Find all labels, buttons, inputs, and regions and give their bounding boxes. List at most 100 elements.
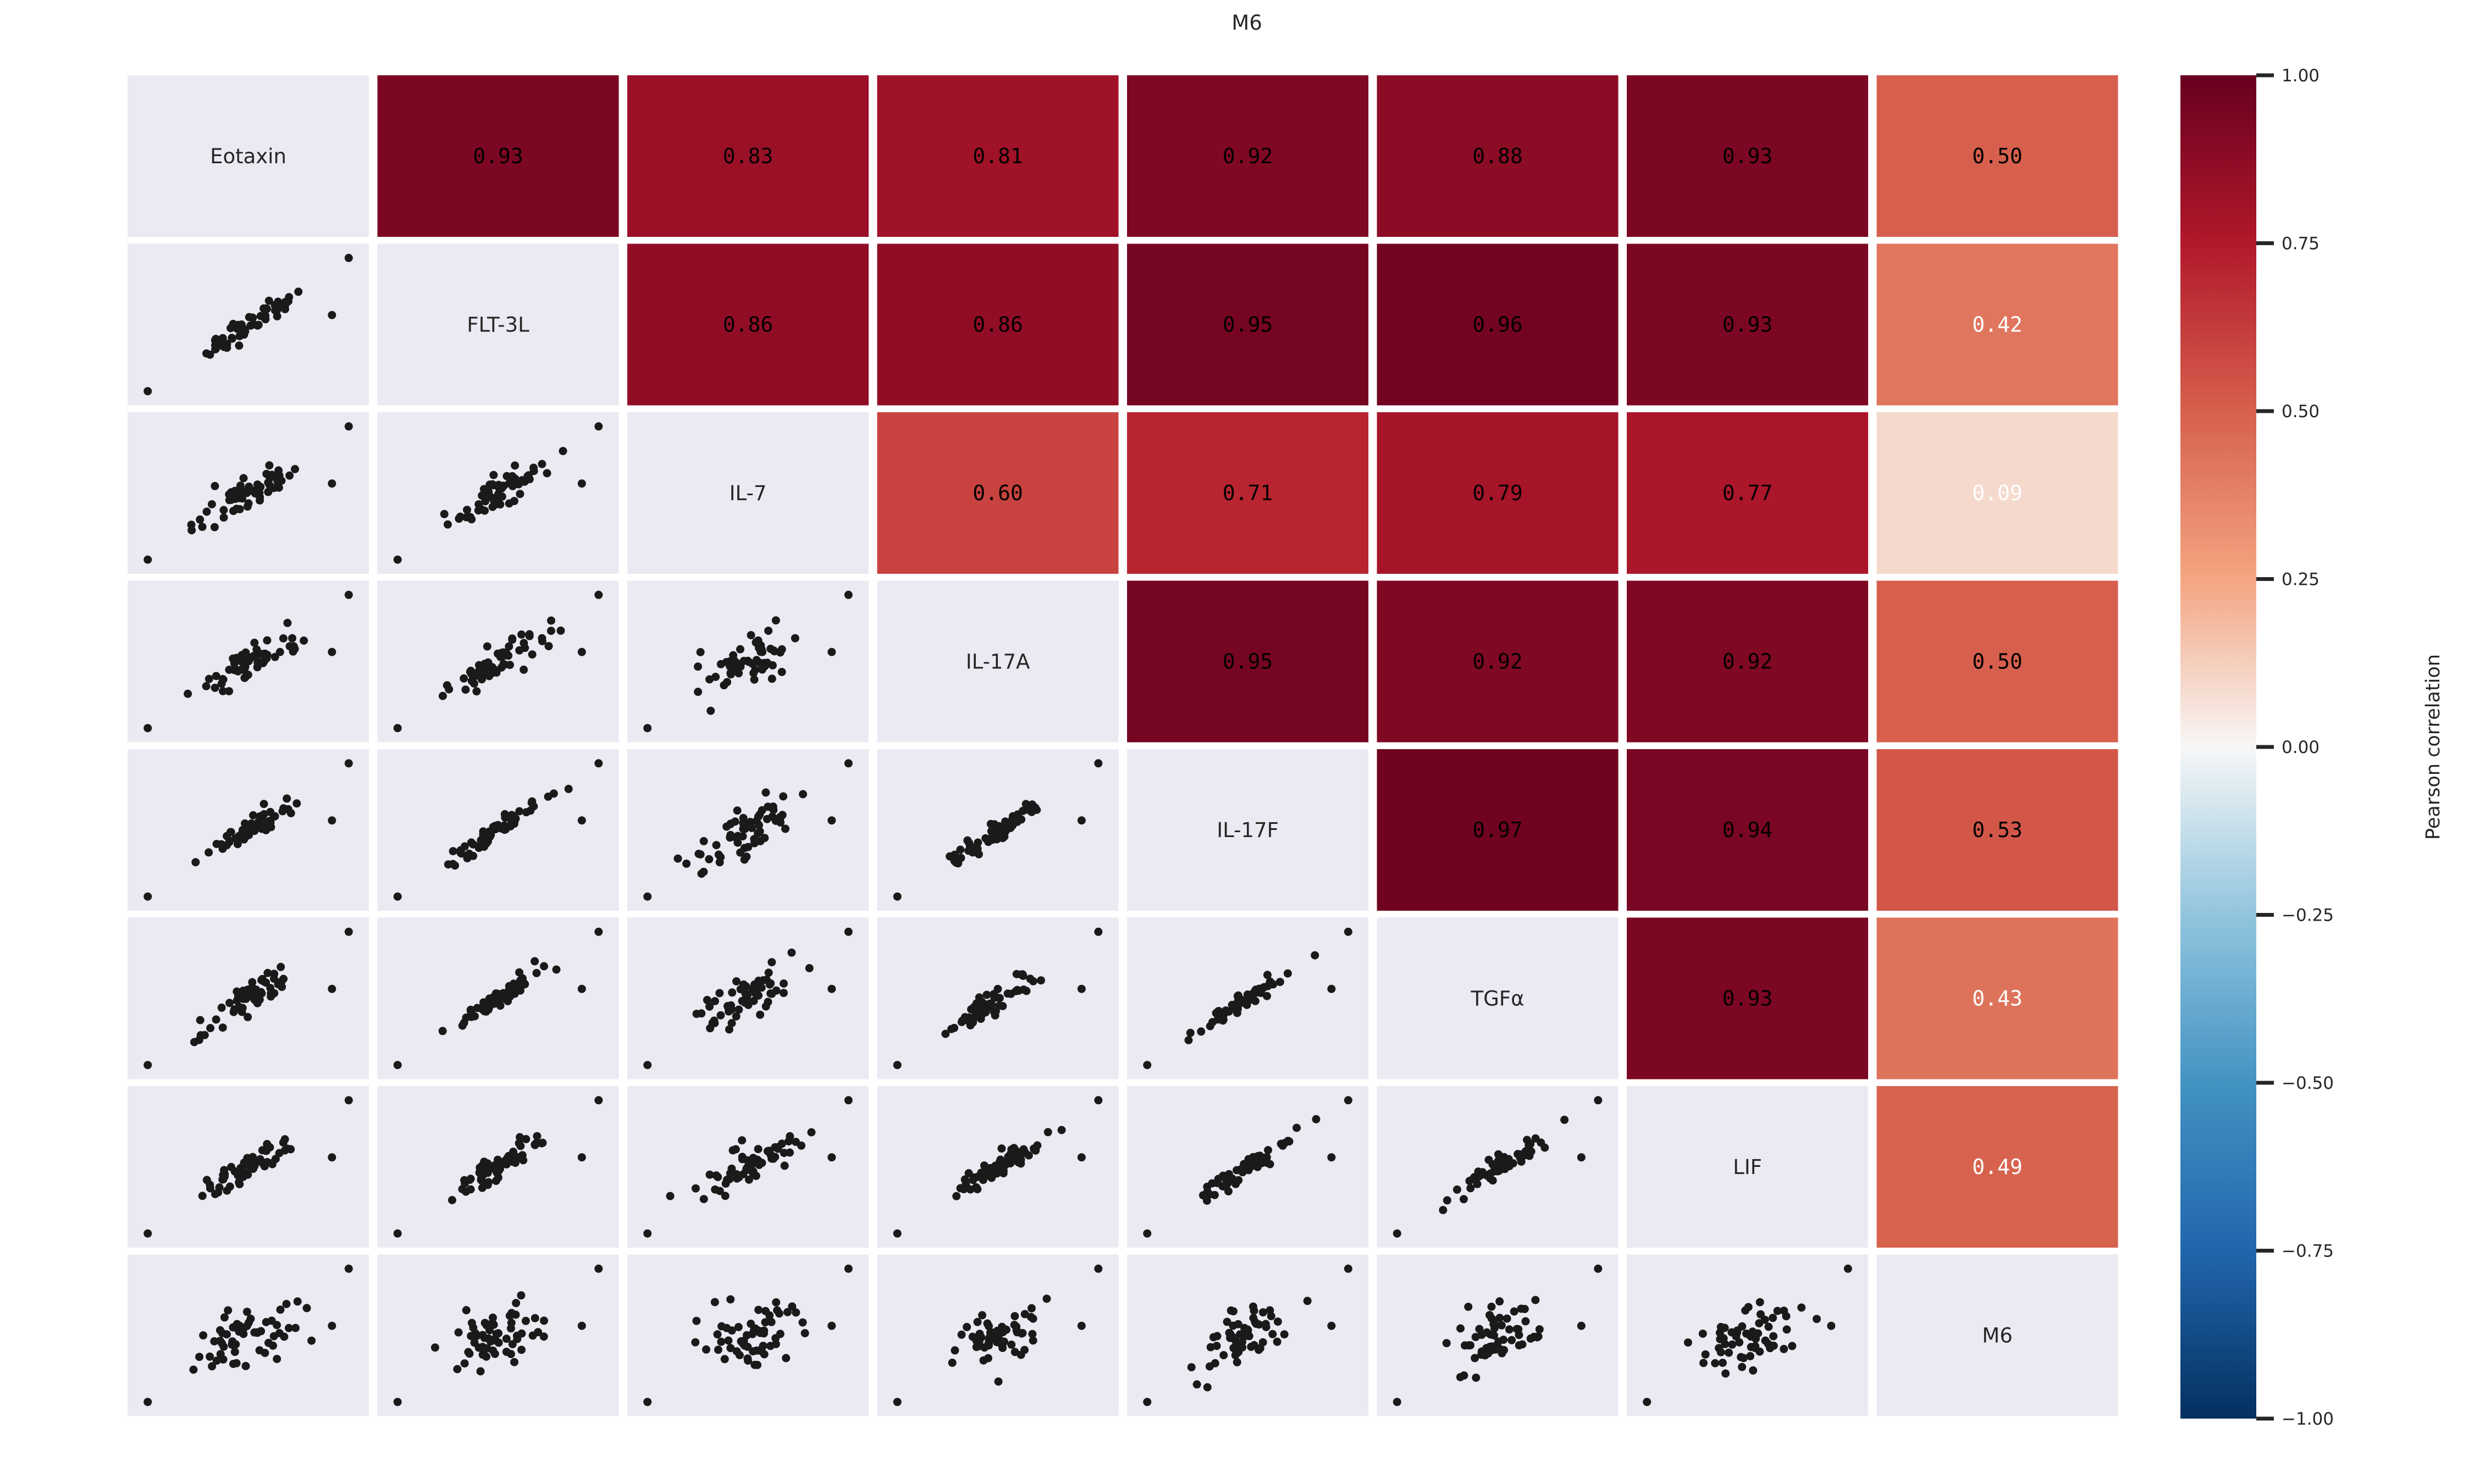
scatter-point (946, 852, 954, 861)
scatter-point (766, 1342, 775, 1350)
scatter-point (552, 965, 561, 974)
scatter-point (577, 1153, 586, 1162)
scatter-panel (377, 580, 619, 743)
scatter-point (225, 999, 234, 1007)
panel-0-0: Eotaxin (128, 75, 369, 237)
correlation-value-label: 0.97 (1472, 818, 1523, 842)
scatter-point (227, 495, 235, 504)
scatter-point (705, 1002, 714, 1011)
scatter-point (510, 1358, 518, 1366)
scatter-point (1483, 1171, 1492, 1180)
scatter-point (726, 830, 735, 839)
scatter-point (752, 638, 760, 647)
correlation-value-label: 0.53 (1972, 818, 2023, 842)
scatter-point (1243, 1165, 1252, 1173)
scatter-point (283, 618, 292, 627)
scatter-point (726, 1169, 735, 1178)
scatter-point (1303, 1297, 1312, 1305)
scatter-point (767, 1317, 776, 1326)
scatter-point (1008, 815, 1017, 823)
scatter-point (273, 1355, 281, 1363)
scatter-point (1236, 1165, 1245, 1173)
scatter-point (228, 1339, 236, 1348)
scatter-point (328, 311, 336, 319)
scatter-point (143, 1398, 152, 1407)
scatter-point (1043, 1128, 1052, 1137)
scatter-point (1485, 1311, 1494, 1320)
scatter-point (594, 759, 603, 768)
scatter-point (728, 1146, 737, 1155)
scatter-point (537, 1139, 546, 1148)
scatter-point (1293, 1123, 1301, 1132)
scatter-point (1843, 1264, 1852, 1273)
scatter-point (941, 1029, 950, 1038)
scatter-point (275, 1329, 284, 1337)
scatter-point (765, 1147, 774, 1155)
scatter-point (270, 989, 279, 998)
scatter-point (761, 1002, 770, 1011)
scatter-point (458, 1185, 467, 1193)
scatter-point (726, 1344, 735, 1353)
scatter-point (733, 806, 742, 815)
scatter-point (732, 1012, 741, 1021)
scatter-point (1029, 1336, 1037, 1345)
scatter-point (206, 1024, 215, 1032)
scatter-point (1203, 1187, 1212, 1196)
scatter-point (285, 471, 294, 480)
panel-2-4: 0.71 (1127, 412, 1368, 574)
scatter-point (242, 1321, 251, 1330)
correlation-cell (1127, 75, 1368, 237)
scatter-point (212, 1356, 221, 1365)
scatter-point (190, 1038, 198, 1046)
scatter-point (1236, 1341, 1245, 1350)
scatter-point (286, 809, 295, 817)
scatter-point (238, 1004, 247, 1012)
scatter-point (764, 968, 773, 977)
scatter-point (1698, 1330, 1707, 1338)
scatter-point (1439, 1206, 1448, 1215)
scatter-point (754, 1156, 763, 1165)
scatter-point (999, 1166, 1008, 1175)
scatter-point (1755, 1319, 1764, 1327)
scatter-point (242, 1169, 251, 1177)
scatter-point (453, 1365, 462, 1374)
scatter-point (265, 461, 274, 470)
scatter-point (238, 330, 246, 339)
scatter-point (466, 513, 474, 522)
scatter-point (493, 1169, 501, 1177)
scatter-point (240, 666, 249, 674)
scatter-point (212, 345, 220, 353)
scatter-point (776, 1330, 785, 1338)
scatter-point (477, 675, 486, 684)
correlation-cell (627, 75, 869, 237)
scatter-point (720, 681, 728, 690)
scatter-point (206, 350, 214, 359)
panel-4-0 (128, 749, 369, 911)
scatter-point (1212, 1342, 1221, 1350)
scatter-point (456, 849, 465, 857)
scatter-point (1253, 1153, 1262, 1161)
correlation-value-label: 0.50 (1972, 650, 2023, 674)
scatter-point (246, 654, 255, 663)
correlation-cell (1876, 749, 2118, 911)
correlation-cell (627, 243, 869, 406)
panel-5-0 (128, 917, 369, 1079)
scatter-point (482, 1321, 491, 1330)
scatter-point (328, 984, 336, 993)
scatter-point (767, 1154, 776, 1163)
scatter-point (235, 505, 244, 513)
scatter-point (1505, 1162, 1514, 1171)
scatter-point (1471, 1354, 1479, 1363)
colorbar-label: Pearson correlation (2422, 654, 2444, 840)
diagonal-panel (877, 580, 1119, 743)
scatter-point (328, 479, 336, 488)
scatter-point (244, 1012, 252, 1021)
scatter-point (750, 835, 759, 844)
scatter-point (1533, 1333, 1542, 1342)
scatter-point (228, 334, 236, 342)
scatter-point (706, 1024, 715, 1033)
scatter-point (753, 1360, 761, 1369)
scatter-point (246, 1314, 255, 1323)
scatter-point (1755, 1298, 1764, 1306)
scatter-point (699, 837, 708, 845)
